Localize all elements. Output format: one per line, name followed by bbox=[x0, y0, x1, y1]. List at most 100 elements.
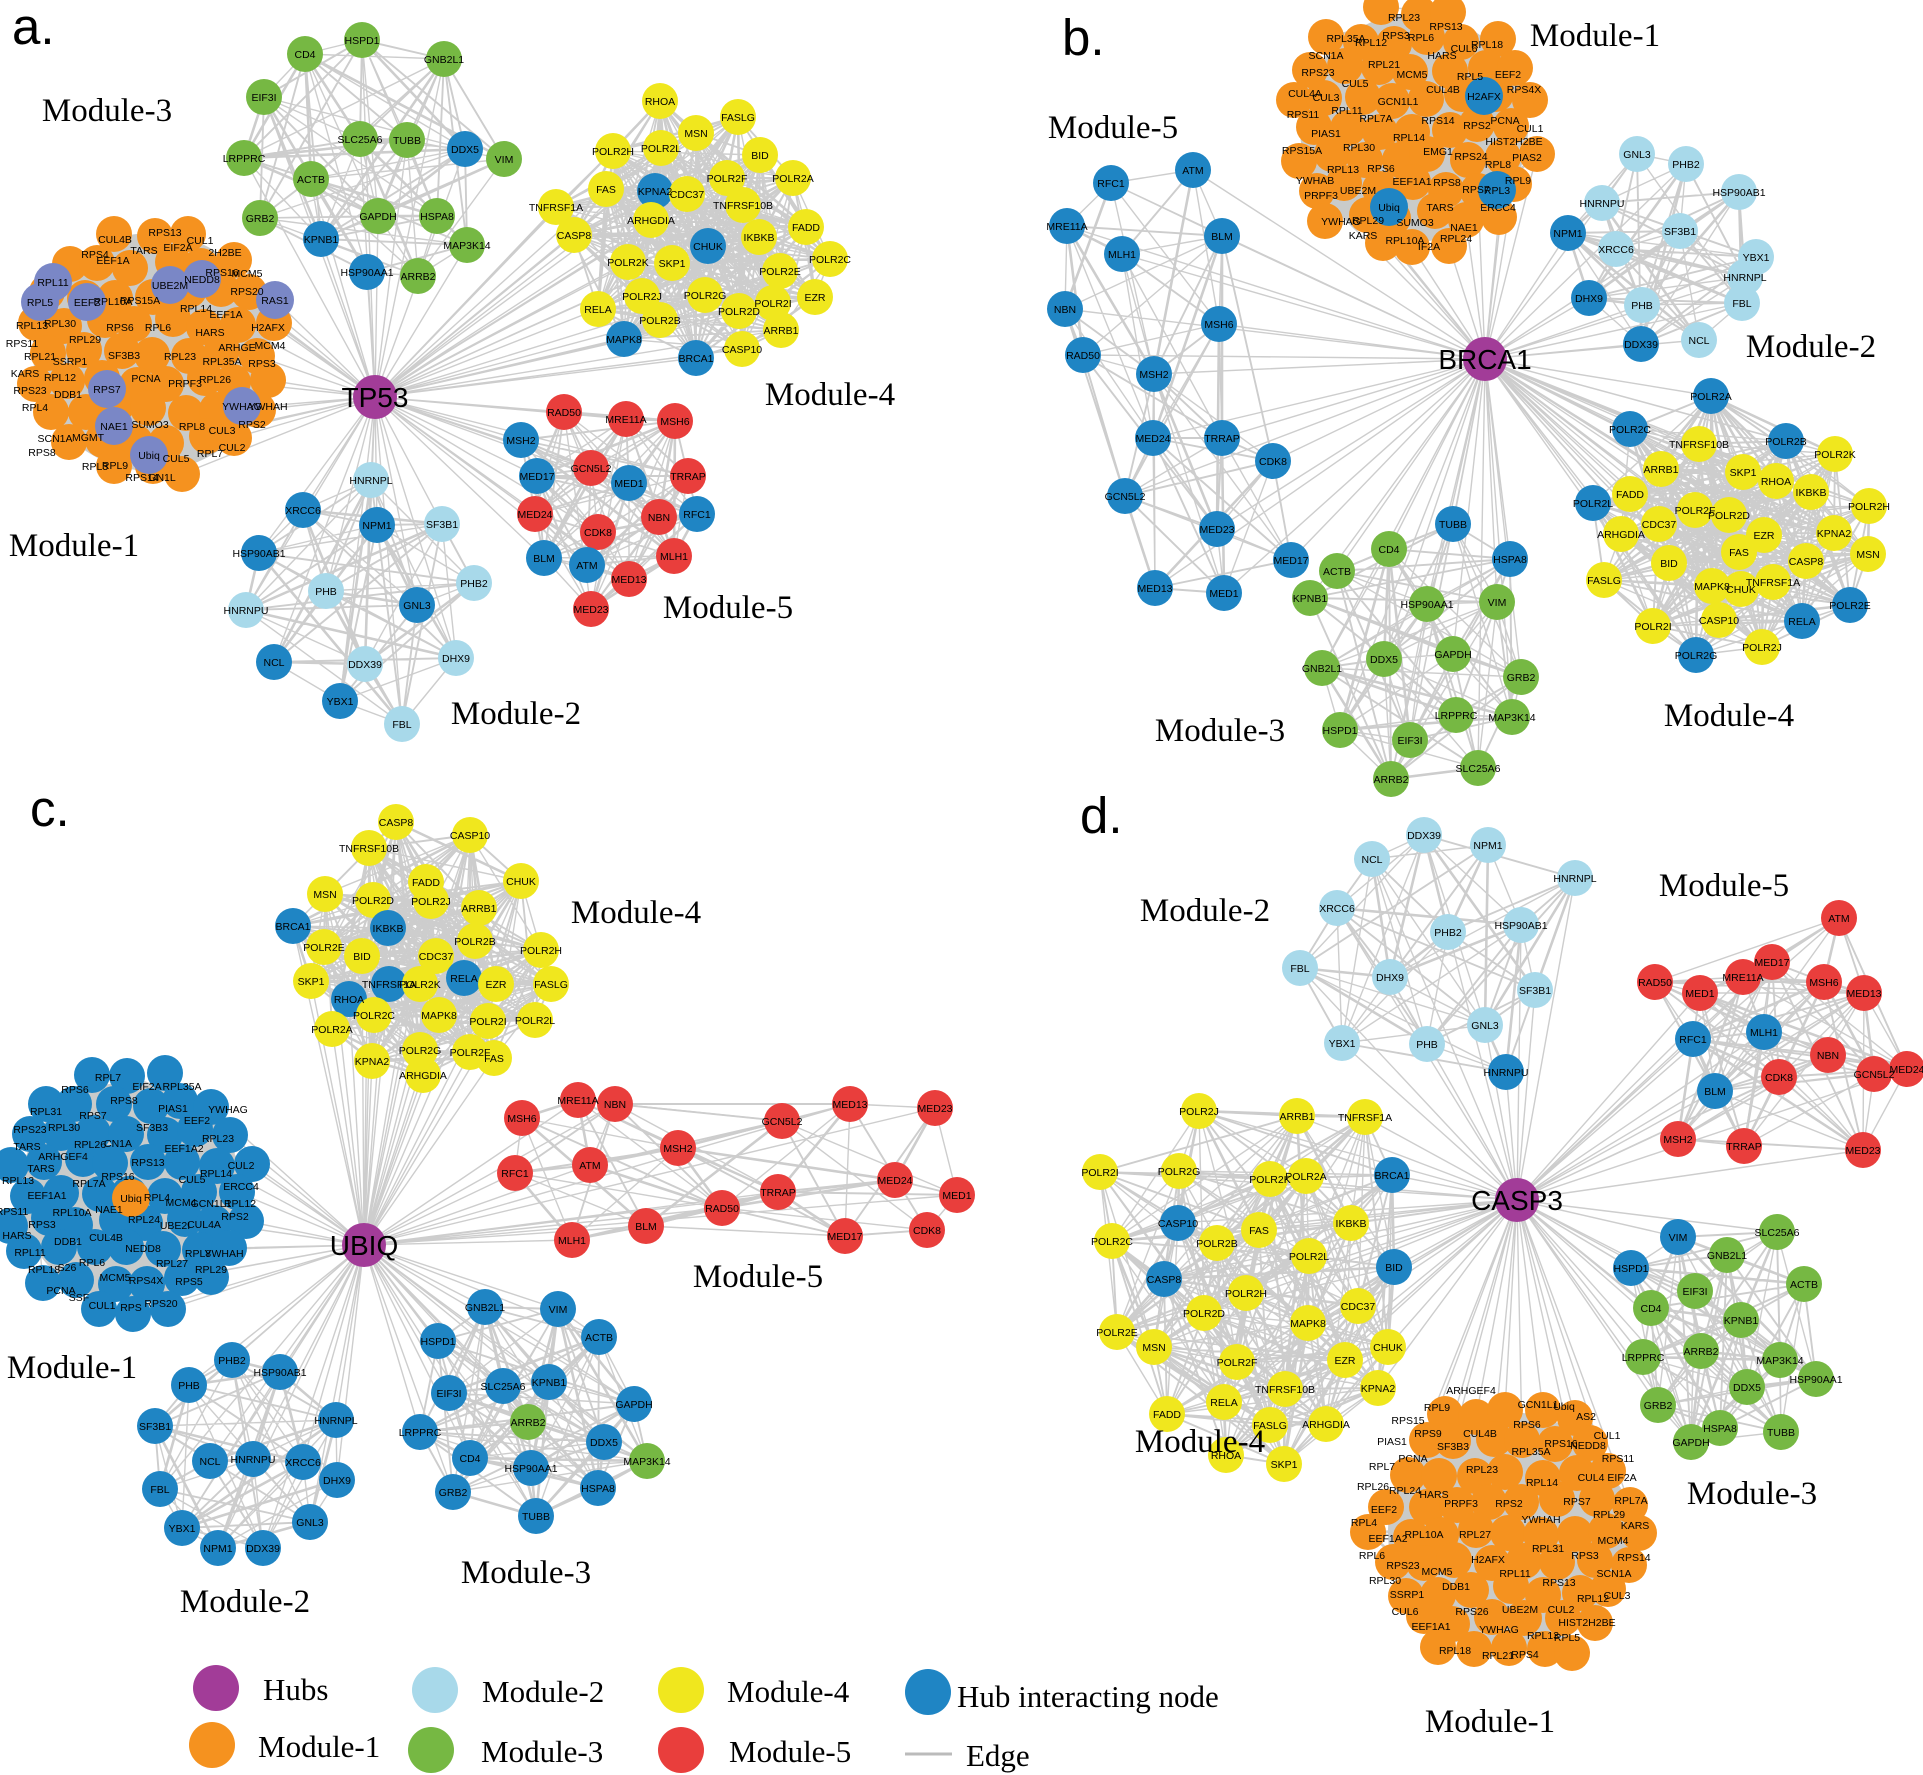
svg-text:LRPPRC: LRPPRC bbox=[1622, 1352, 1665, 1364]
svg-text:MLH1: MLH1 bbox=[660, 551, 688, 563]
svg-text:HNRNPL: HNRNPL bbox=[314, 1415, 357, 1427]
svg-text:TARS: TARS bbox=[130, 245, 157, 257]
svg-text:RPL5: RPL5 bbox=[27, 297, 53, 309]
svg-text:NBN: NBN bbox=[1054, 304, 1076, 316]
svg-text:VIM: VIM bbox=[1488, 597, 1507, 609]
svg-text:RPL7A: RPL7A bbox=[72, 1178, 105, 1190]
svg-text:RPL14: RPL14 bbox=[1526, 1477, 1558, 1489]
svg-text:MCM4: MCM4 bbox=[255, 340, 286, 352]
svg-text:MSH6: MSH6 bbox=[507, 1113, 536, 1125]
svg-text:NAE1: NAE1 bbox=[100, 421, 128, 433]
svg-text:DDX5: DDX5 bbox=[451, 144, 479, 156]
svg-text:MSN: MSN bbox=[1142, 1342, 1165, 1354]
svg-text:EEF1A2: EEF1A2 bbox=[164, 1143, 203, 1155]
svg-text:Module-3: Module-3 bbox=[1155, 713, 1285, 749]
svg-text:DDX39: DDX39 bbox=[348, 659, 382, 671]
svg-text:GCN1L1: GCN1L1 bbox=[191, 1198, 232, 1210]
svg-text:RPL14: RPL14 bbox=[180, 303, 212, 315]
svg-text:TNFRSF10B: TNFRSF10B bbox=[1255, 1384, 1315, 1396]
svg-text:CUL1: CUL1 bbox=[1517, 123, 1544, 135]
svg-text:CDK8: CDK8 bbox=[584, 527, 612, 539]
svg-text:RPL18: RPL18 bbox=[1439, 1645, 1471, 1657]
svg-text:HNRNPL: HNRNPL bbox=[1553, 873, 1596, 885]
svg-text:KARS: KARS bbox=[11, 368, 40, 380]
svg-text:RPS3: RPS3 bbox=[248, 358, 276, 370]
svg-text:MED13: MED13 bbox=[832, 1099, 867, 1111]
svg-text:RPL21: RPL21 bbox=[1368, 59, 1400, 71]
svg-text:SF3B1: SF3B1 bbox=[1519, 985, 1551, 997]
svg-text:MED24: MED24 bbox=[877, 1175, 912, 1187]
svg-text:DHX9: DHX9 bbox=[442, 653, 470, 665]
svg-text:CD4: CD4 bbox=[1640, 1303, 1661, 1315]
svg-text:POLR2H: POLR2H bbox=[1225, 1288, 1267, 1300]
svg-text:Hubs: Hubs bbox=[263, 1672, 328, 1707]
svg-text:RPL7A: RPL7A bbox=[1614, 1495, 1647, 1507]
svg-text:POLR2K: POLR2K bbox=[399, 979, 440, 991]
svg-text:DDX5: DDX5 bbox=[1733, 1382, 1761, 1394]
svg-text:RPS2: RPS2 bbox=[1463, 120, 1491, 132]
svg-text:HSPD1: HSPD1 bbox=[1613, 1263, 1648, 1275]
svg-text:MLH1: MLH1 bbox=[558, 1235, 586, 1247]
svg-text:UBIQ: UBIQ bbox=[330, 1230, 398, 1261]
svg-text:IKBKB: IKBKB bbox=[1796, 487, 1827, 499]
svg-text:RPL29: RPL29 bbox=[1593, 1509, 1625, 1521]
svg-text:MRE11A: MRE11A bbox=[557, 1095, 598, 1107]
svg-text:RPS13: RPS13 bbox=[148, 227, 181, 239]
svg-text:ATM: ATM bbox=[1828, 913, 1849, 925]
svg-text:RPS11: RPS11 bbox=[1602, 1453, 1635, 1465]
svg-text:GAPDH: GAPDH bbox=[1434, 649, 1471, 661]
svg-text:RAD50: RAD50 bbox=[1066, 350, 1100, 362]
svg-text:RPS11: RPS11 bbox=[1287, 109, 1320, 121]
svg-text:RPL7: RPL7 bbox=[197, 448, 223, 460]
svg-text:YWHAH: YWHAH bbox=[1521, 1514, 1560, 1526]
svg-text:EIF3I: EIF3I bbox=[1682, 1286, 1707, 1298]
svg-text:RPL8: RPL8 bbox=[185, 1248, 211, 1260]
svg-text:YWHAH: YWHAH bbox=[248, 401, 287, 413]
svg-text:Module-5: Module-5 bbox=[729, 1734, 851, 1769]
svg-text:RPS6: RPS6 bbox=[106, 322, 134, 334]
svg-text:RPL13: RPL13 bbox=[1527, 1630, 1559, 1642]
svg-text:CASP3: CASP3 bbox=[1471, 1185, 1563, 1216]
svg-text:RPL7: RPL7 bbox=[1369, 1461, 1395, 1473]
svg-text:FBL: FBL bbox=[392, 719, 411, 731]
svg-text:RAD50: RAD50 bbox=[705, 1203, 739, 1215]
svg-text:ATM: ATM bbox=[1182, 165, 1203, 177]
svg-text:UBE2M: UBE2M bbox=[1340, 185, 1376, 197]
svg-text:KPNB1: KPNB1 bbox=[1724, 1315, 1759, 1327]
svg-text:RPL3: RPL3 bbox=[82, 461, 108, 473]
svg-text:GCN1L1: GCN1L1 bbox=[1518, 1399, 1559, 1411]
svg-text:GCN1L1: GCN1L1 bbox=[1378, 96, 1419, 108]
svg-text:MED17: MED17 bbox=[1273, 555, 1308, 567]
svg-text:XRCC6: XRCC6 bbox=[1598, 244, 1634, 256]
svg-text:EIF3I: EIF3I bbox=[1397, 735, 1422, 747]
svg-text:CASP8: CASP8 bbox=[1147, 1274, 1182, 1286]
svg-text:TNFRSF10B: TNFRSF10B bbox=[1669, 439, 1729, 451]
svg-text:MED13: MED13 bbox=[1846, 988, 1881, 1000]
svg-text:Edge: Edge bbox=[966, 1738, 1030, 1773]
svg-text:S26: S26 bbox=[58, 1262, 77, 1274]
svg-text:EEF2: EEF2 bbox=[1371, 1504, 1397, 1516]
svg-text:SCN1A: SCN1A bbox=[1308, 50, 1343, 62]
svg-text:Ubiq: Ubiq bbox=[138, 450, 160, 462]
svg-text:EEF1A1: EEF1A1 bbox=[1392, 176, 1431, 188]
svg-text:KPNA2: KPNA2 bbox=[355, 1056, 390, 1068]
svg-text:DDX39: DDX39 bbox=[246, 1543, 280, 1555]
svg-text:HNRNPU: HNRNPU bbox=[1484, 1067, 1529, 1079]
svg-text:HNRNPU: HNRNPU bbox=[224, 605, 269, 617]
svg-text:d.: d. bbox=[1080, 787, 1123, 844]
svg-text:RPS3: RPS3 bbox=[1382, 30, 1410, 42]
svg-text:Module-3: Module-3 bbox=[1687, 1476, 1817, 1512]
svg-text:POLR2A: POLR2A bbox=[1285, 1171, 1326, 1183]
svg-text:CUL5: CUL5 bbox=[163, 453, 190, 465]
svg-text:PHB: PHB bbox=[1631, 300, 1653, 312]
svg-text:RPS15A: RPS15A bbox=[1282, 145, 1322, 157]
svg-text:HNRNPL: HNRNPL bbox=[349, 475, 392, 487]
svg-text:CHUK: CHUK bbox=[506, 876, 536, 888]
svg-text:DDX5: DDX5 bbox=[1370, 654, 1398, 666]
svg-text:CUL1: CUL1 bbox=[187, 235, 214, 247]
svg-text:RPL9: RPL9 bbox=[1505, 175, 1531, 187]
svg-text:EEF1A1: EEF1A1 bbox=[1411, 1621, 1450, 1633]
svg-text:POLR2J: POLR2J bbox=[1179, 1106, 1219, 1118]
svg-text:ACTB: ACTB bbox=[585, 1332, 613, 1344]
svg-text:RPL31: RPL31 bbox=[30, 1106, 62, 1118]
